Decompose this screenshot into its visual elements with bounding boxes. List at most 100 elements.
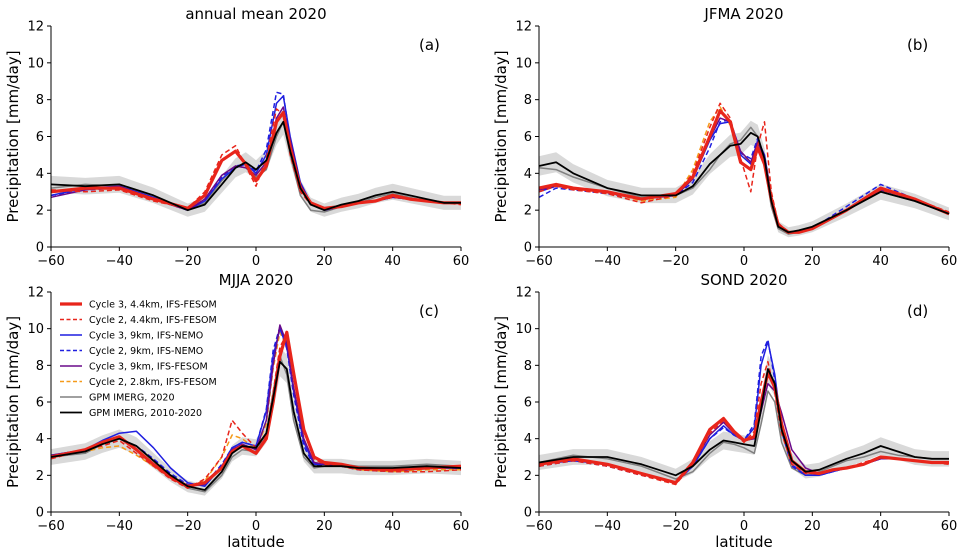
x-tick-label: 40	[384, 254, 401, 269]
x-tick-label: −60	[37, 254, 64, 269]
legend-entry: Cycle 3, 4.4km, IFS-FESOM	[89, 300, 217, 311]
series-line: Cycle 3, 4.4km, IFS-FESOM	[538, 109, 950, 234]
y-axis-label: Precipitation [mm/day]	[492, 50, 510, 222]
gpm-spread-band	[51, 347, 461, 496]
y-axis-label: Precipitation [mm/day]	[492, 316, 510, 488]
panel-4: GPM IMERG, 2020Cycle 2, 9km, IFS-NEMOCyc…	[492, 271, 957, 551]
y-tick-label: 12	[515, 286, 532, 301]
x-tick-label: −40	[106, 519, 133, 534]
y-tick-label: 2	[524, 204, 532, 219]
y-tick-label: 12	[27, 286, 44, 301]
y-tick-label: 0	[524, 506, 532, 521]
panel-2: GPM IMERG, 2020Cycle 2, 2.8km, IFS-FESOM…	[492, 5, 957, 269]
x-tick-label: 20	[804, 254, 821, 269]
panel-label: (a)	[419, 36, 440, 54]
series-line: Cycle 3, 4.4km, IFS-FESOM	[50, 330, 462, 488]
x-tick-label: 40	[872, 519, 889, 534]
x-tick-label: −20	[662, 254, 689, 269]
series-line: Cycle 3, 4.4km, IFS-FESOM	[50, 110, 461, 210]
panel-title: MJJA 2020	[219, 271, 294, 289]
x-tick-label: −40	[594, 254, 621, 269]
y-tick-label: 6	[524, 130, 532, 145]
gpm-spread-band	[51, 108, 461, 217]
series-line: Cycle 2, 4.4km, IFS-FESOM	[538, 102, 950, 234]
y-tick-label: 4	[524, 432, 532, 447]
series-line: Cycle 2, 9km, IFS-NEMO	[538, 119, 950, 234]
x-tick-label: 0	[740, 254, 748, 269]
y-tick-label: 10	[515, 56, 532, 71]
legend-entry: GPM IMERG, 2010-2020	[89, 408, 202, 419]
panel-3: GPM IMERG, 2020 Cycle 2, 2.8km, IFS-FESOM…	[4, 271, 469, 551]
x-tick-label: −20	[174, 519, 201, 534]
x-tick-label: 0	[740, 519, 748, 534]
y-tick-label: 10	[515, 322, 532, 337]
series-line: GPM IMERG, 2010-2020	[50, 360, 462, 491]
x-tick-label: 20	[316, 254, 333, 269]
gpm-spread-band	[539, 120, 949, 238]
legend-entry: Cycle 2, 4.4km, IFS-FESOM	[89, 315, 217, 326]
y-tick-label: 8	[524, 359, 532, 374]
y-tick-label: 12	[27, 20, 44, 35]
y-tick-label: 4	[36, 432, 44, 447]
y-axis-label: Precipitation [mm/day]	[4, 316, 22, 488]
x-tick-label: 20	[316, 519, 333, 534]
x-tick-label: −20	[662, 519, 689, 534]
panel-title: JFMA 2020	[703, 5, 783, 23]
x-tick-label: 60	[453, 254, 470, 269]
x-tick-label: 60	[453, 519, 470, 534]
series-line: GPM IMERG, 2010-2020	[50, 120, 461, 212]
x-tick-label: 60	[941, 254, 958, 269]
y-tick-label: 6	[36, 130, 44, 145]
y-tick-label: 4	[524, 167, 532, 182]
x-tick-label: 60	[941, 519, 958, 534]
x-tick-label: 20	[804, 519, 821, 534]
panel-label: (d)	[907, 302, 928, 320]
series-line: GPM IMERG, 2010-2020	[538, 131, 950, 234]
series-line: GPM IMERG, 2010-2020	[538, 368, 949, 477]
x-tick-label: −20	[174, 254, 201, 269]
panel-label: (b)	[907, 36, 928, 54]
x-axis-label: latitude	[227, 533, 285, 551]
y-tick-label: 0	[524, 241, 532, 256]
x-tick-label: −60	[525, 254, 552, 269]
x-tick-label: 40	[872, 254, 889, 269]
x-tick-label: −40	[594, 519, 621, 534]
legend: Cycle 3, 4.4km, IFS-FESOM Cycle 2, 4.4km,…	[60, 300, 217, 419]
x-tick-label: 0	[252, 254, 260, 269]
series-line: Cycle 3, 4.4km, IFS-FESOM	[538, 371, 949, 485]
legend-entry: Cycle 3, 9km, IFS-FESOM	[89, 362, 208, 373]
y-tick-label: 6	[36, 396, 44, 411]
x-axis-label: latitude	[715, 533, 773, 551]
legend-entry: Cycle 3, 9km, IFS-NEMO	[89, 331, 203, 342]
y-tick-label: 0	[36, 241, 44, 256]
series-line: Cycle 2, 4.4km, IFS-FESOM	[538, 360, 950, 486]
y-tick-label: 8	[524, 93, 532, 108]
x-tick-label: 0	[252, 519, 260, 534]
series-line: Cycle 3, 9km, IFS-FESOM	[538, 382, 949, 484]
y-tick-label: 2	[524, 469, 532, 484]
panel-label: (c)	[419, 302, 439, 320]
y-tick-label: 2	[36, 469, 44, 484]
y-tick-label: 8	[36, 93, 44, 108]
x-tick-label: −60	[37, 519, 64, 534]
x-tick-label: −40	[106, 254, 133, 269]
y-tick-label: 6	[524, 396, 532, 411]
panel-title: SOND 2020	[700, 271, 787, 289]
panel-title: annual mean 2020	[185, 5, 326, 23]
panel-1: GPM IMERG, 2020Cycle 2, 9km, IFS-NEMOCyc…	[4, 5, 469, 269]
y-tick-label: 10	[27, 322, 44, 337]
y-tick-label: 12	[515, 20, 532, 35]
x-tick-label: 40	[384, 519, 401, 534]
y-tick-label: 8	[36, 359, 44, 374]
legend-entry: Cycle 2, 9km, IFS-NEMO	[89, 346, 203, 357]
y-tick-label: 0	[36, 506, 44, 521]
y-axis-label: Precipitation [mm/day]	[4, 50, 22, 222]
x-tick-label: −60	[525, 519, 552, 534]
y-tick-label: 4	[36, 167, 44, 182]
y-tick-label: 10	[27, 56, 44, 71]
series-line: GPM IMERG, 2020	[538, 390, 949, 480]
legend-entry: GPM IMERG, 2020	[89, 393, 175, 404]
legend-entry: Cycle 2, 2.8km, IFS-FESOM	[89, 377, 217, 388]
y-tick-label: 2	[36, 204, 44, 219]
